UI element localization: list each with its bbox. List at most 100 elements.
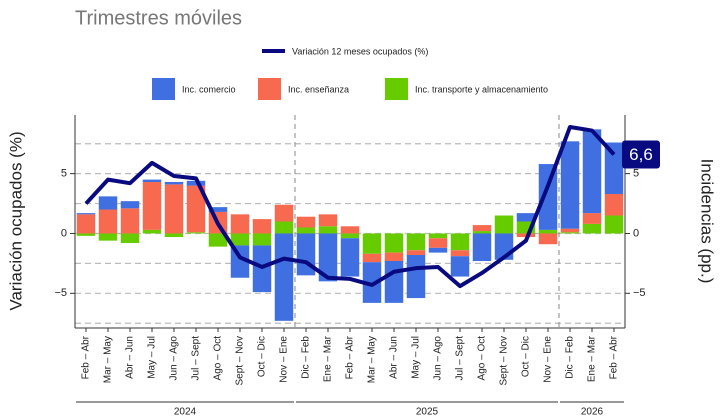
bar [186,232,206,234]
bar [142,182,162,230]
bar [230,233,250,246]
bar [120,233,140,244]
x-tick-label: Oct – Dic [521,336,532,377]
x-tick-label: Dic – Feb [565,336,576,379]
bar [98,233,118,241]
bar [340,226,360,234]
bar [472,225,492,232]
bar [406,255,426,299]
bar [406,250,426,256]
x-tick-label: Nov – Ene [543,336,554,383]
bar [450,256,470,277]
value-label: 6,6 [629,145,653,164]
bar [450,250,470,257]
x-tick-label: Jul – Sept [455,336,466,381]
bar [296,216,316,228]
bar [516,213,536,222]
value-label-box [622,140,660,169]
bar [472,233,492,261]
bar [582,213,602,224]
x-tick-label: Jul – Sept [191,336,202,381]
x-tick-label: Nov – Ene [279,336,290,383]
legend-label: Inc. comercio [182,84,236,94]
x-tick-label: Mar – May [367,336,378,383]
bar [472,231,492,234]
chart-subtitle: Trimestres móviles [75,7,242,29]
bar [186,180,206,186]
bar [362,262,382,303]
bar [538,233,558,245]
x-tick-label: Jun – Ago [169,336,180,381]
x-tick-label: Feb – Abr [609,335,620,379]
legend-label: Inc. enseñanza [288,84,349,94]
bar [318,226,338,234]
y2-tick-label: −5 [633,287,646,299]
x-tick-label: Ago – Oct [477,336,488,381]
x-tick-label: Mar – May [103,336,114,383]
bar [318,233,338,282]
x-tick-label: Abr – Jun [125,336,136,379]
y-tick-label: −5 [54,287,67,299]
bar [252,219,272,234]
bar [406,233,426,251]
bar [98,196,118,210]
bar [538,164,558,230]
bar [230,214,250,234]
bar [604,215,624,234]
bar [274,221,294,234]
bar [516,221,536,234]
x-tick-label: Ago – Oct [213,336,224,381]
y-tick-label: 0 [61,227,67,239]
bar [582,129,602,214]
bar [582,223,602,234]
bar [538,229,558,234]
legend-swatch [385,78,408,100]
bar [428,233,448,239]
x-tick-label: Feb – Abr [81,335,92,379]
x-tick-label: May – Jul [411,336,422,379]
y2-tick-label: 5 [633,168,639,180]
x-tick-label: May – Jul [147,336,158,379]
x-tick-label: Ene – Mar [587,335,598,382]
y-tick-label: 5 [61,168,67,180]
x-tick-label: Dic – Feb [301,336,312,379]
legend-label: Variación 12 meses ocupados (%) [292,46,428,56]
y-axis-label: Variación ocupados (%) [6,131,25,310]
legend-label: Inc. transporte y almacenamiento [415,84,548,94]
bar [164,184,184,234]
bar [208,207,228,212]
bar [76,214,96,234]
bar [450,233,470,251]
bar [208,233,228,247]
bar [384,252,404,261]
group-label: 2025 [416,407,439,418]
bar [560,228,580,233]
bar [164,233,184,238]
x-tick-label: Feb – Abr [345,335,356,379]
bar [340,233,360,239]
y2-axis-label: Incidencias (pp.) [698,159,717,284]
bar [296,227,316,234]
bar [340,238,360,277]
bar [604,142,624,194]
bar [120,208,140,234]
line [84,124,616,289]
bar [186,185,206,233]
bar [76,233,96,236]
bar [274,233,294,321]
bar [76,213,96,215]
group-label: 2024 [174,407,197,418]
bar [252,233,272,246]
y2-tick-label: 0 [633,227,639,239]
bar [384,233,404,253]
bar [274,204,294,222]
group-label: 2026 [581,407,604,418]
bar [560,232,580,234]
bar [560,141,580,229]
bar [318,214,338,227]
x-tick-label: Sept – Nov [499,336,510,385]
bar [98,209,118,234]
bar [428,238,448,248]
